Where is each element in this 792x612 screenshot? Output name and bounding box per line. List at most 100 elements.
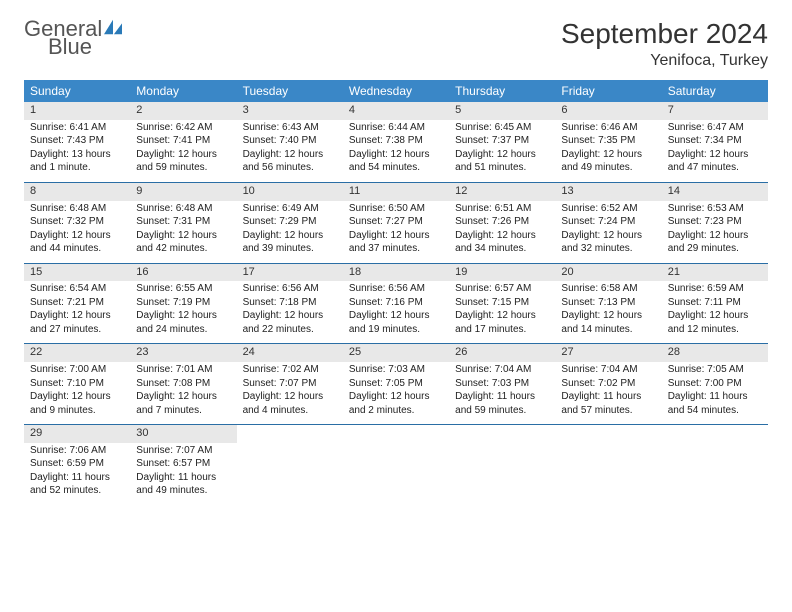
daylight-line-1: Daylight: 12 hours xyxy=(136,391,230,404)
sunset-line: Sunset: 7:15 PM xyxy=(455,297,549,310)
daylight-line-2: and 29 minutes. xyxy=(668,243,762,256)
sunrise-line: Sunrise: 6:59 AM xyxy=(668,283,762,296)
weekday-header: Monday xyxy=(130,80,236,102)
sunrise-line: Sunrise: 6:52 AM xyxy=(561,203,655,216)
daylight-line-1: Daylight: 11 hours xyxy=(561,391,655,404)
weeks-container: 1Sunrise: 6:41 AMSunset: 7:43 PMDaylight… xyxy=(24,102,768,505)
day-cell xyxy=(237,425,343,505)
daylight-line-2: and 44 minutes. xyxy=(30,243,124,256)
daylight-line-2: and 2 minutes. xyxy=(349,405,443,418)
daylight-line-2: and 27 minutes. xyxy=(30,324,124,337)
daylight-line-1: Daylight: 12 hours xyxy=(349,149,443,162)
daylight-line-2: and 34 minutes. xyxy=(455,243,549,256)
daylight-line-2: and 9 minutes. xyxy=(30,405,124,418)
day-body: Sunrise: 6:44 AMSunset: 7:38 PMDaylight:… xyxy=(343,122,449,175)
daylight-line-2: and 47 minutes. xyxy=(668,162,762,175)
day-body: Sunrise: 7:04 AMSunset: 7:03 PMDaylight:… xyxy=(449,364,555,417)
day-number: 17 xyxy=(237,264,343,282)
day-body: Sunrise: 6:48 AMSunset: 7:31 PMDaylight:… xyxy=(130,203,236,256)
daylight-line-1: Daylight: 12 hours xyxy=(136,230,230,243)
day-number: 6 xyxy=(555,102,661,120)
day-number: 7 xyxy=(662,102,768,120)
sunset-line: Sunset: 7:23 PM xyxy=(668,216,762,229)
day-body: Sunrise: 7:06 AMSunset: 6:59 PMDaylight:… xyxy=(24,445,130,498)
day-body: Sunrise: 7:00 AMSunset: 7:10 PMDaylight:… xyxy=(24,364,130,417)
day-body: Sunrise: 6:53 AMSunset: 7:23 PMDaylight:… xyxy=(662,203,768,256)
day-number: 30 xyxy=(130,425,236,443)
daylight-line-1: Daylight: 12 hours xyxy=(455,230,549,243)
daylight-line-2: and 49 minutes. xyxy=(561,162,655,175)
sunset-line: Sunset: 7:38 PM xyxy=(349,135,443,148)
sunset-line: Sunset: 7:03 PM xyxy=(455,378,549,391)
daylight-line-2: and 52 minutes. xyxy=(30,485,124,498)
day-cell: 13Sunrise: 6:52 AMSunset: 7:24 PMDayligh… xyxy=(555,183,661,263)
weekday-header-row: Sunday Monday Tuesday Wednesday Thursday… xyxy=(24,80,768,102)
day-cell: 12Sunrise: 6:51 AMSunset: 7:26 PMDayligh… xyxy=(449,183,555,263)
day-number: 26 xyxy=(449,344,555,362)
daylight-line-2: and 56 minutes. xyxy=(243,162,337,175)
daylight-line-1: Daylight: 12 hours xyxy=(136,149,230,162)
day-body: Sunrise: 7:03 AMSunset: 7:05 PMDaylight:… xyxy=(343,364,449,417)
day-number: 14 xyxy=(662,183,768,201)
sunrise-line: Sunrise: 6:55 AM xyxy=(136,283,230,296)
day-number: 10 xyxy=(237,183,343,201)
calendar: Sunday Monday Tuesday Wednesday Thursday… xyxy=(24,80,768,505)
weekday-header: Tuesday xyxy=(237,80,343,102)
page: General Blue September 2024 Yenifoca, Tu… xyxy=(0,0,792,523)
logo-sail-icon xyxy=(102,18,124,36)
day-number: 23 xyxy=(130,344,236,362)
day-cell: 2Sunrise: 6:42 AMSunset: 7:41 PMDaylight… xyxy=(130,102,236,182)
daylight-line-1: Daylight: 12 hours xyxy=(243,391,337,404)
sunrise-line: Sunrise: 6:57 AM xyxy=(455,283,549,296)
daylight-line-2: and 59 minutes. xyxy=(136,162,230,175)
sunset-line: Sunset: 7:35 PM xyxy=(561,135,655,148)
daylight-line-2: and 54 minutes. xyxy=(668,405,762,418)
sunset-line: Sunset: 7:16 PM xyxy=(349,297,443,310)
weekday-header: Friday xyxy=(555,80,661,102)
day-cell xyxy=(555,425,661,505)
daylight-line-1: Daylight: 12 hours xyxy=(349,391,443,404)
daylight-line-2: and 54 minutes. xyxy=(349,162,443,175)
day-number: 24 xyxy=(237,344,343,362)
sunrise-line: Sunrise: 6:58 AM xyxy=(561,283,655,296)
day-body: Sunrise: 7:02 AMSunset: 7:07 PMDaylight:… xyxy=(237,364,343,417)
daylight-line-1: Daylight: 13 hours xyxy=(30,149,124,162)
day-body: Sunrise: 6:41 AMSunset: 7:43 PMDaylight:… xyxy=(24,122,130,175)
day-number: 29 xyxy=(24,425,130,443)
day-cell: 22Sunrise: 7:00 AMSunset: 7:10 PMDayligh… xyxy=(24,344,130,424)
location: Yenifoca, Turkey xyxy=(561,52,768,70)
daylight-line-2: and 24 minutes. xyxy=(136,324,230,337)
day-cell: 15Sunrise: 6:54 AMSunset: 7:21 PMDayligh… xyxy=(24,264,130,344)
day-body: Sunrise: 6:58 AMSunset: 7:13 PMDaylight:… xyxy=(555,283,661,336)
day-cell: 20Sunrise: 6:58 AMSunset: 7:13 PMDayligh… xyxy=(555,264,661,344)
sunrise-line: Sunrise: 6:43 AM xyxy=(243,122,337,135)
daylight-line-1: Daylight: 11 hours xyxy=(30,472,124,485)
header: General Blue September 2024 Yenifoca, Tu… xyxy=(24,18,768,70)
sunset-line: Sunset: 7:40 PM xyxy=(243,135,337,148)
sunrise-line: Sunrise: 6:48 AM xyxy=(136,203,230,216)
sunset-line: Sunset: 6:57 PM xyxy=(136,458,230,471)
daylight-line-1: Daylight: 12 hours xyxy=(668,149,762,162)
day-number: 12 xyxy=(449,183,555,201)
sunset-line: Sunset: 7:21 PM xyxy=(30,297,124,310)
daylight-line-2: and 1 minute. xyxy=(30,162,124,175)
day-body: Sunrise: 6:47 AMSunset: 7:34 PMDaylight:… xyxy=(662,122,768,175)
daylight-line-1: Daylight: 12 hours xyxy=(30,391,124,404)
daylight-line-1: Daylight: 11 hours xyxy=(455,391,549,404)
daylight-line-1: Daylight: 12 hours xyxy=(30,230,124,243)
day-body: Sunrise: 6:50 AMSunset: 7:27 PMDaylight:… xyxy=(343,203,449,256)
sunset-line: Sunset: 7:31 PM xyxy=(136,216,230,229)
daylight-line-1: Daylight: 12 hours xyxy=(561,310,655,323)
day-body: Sunrise: 6:56 AMSunset: 7:18 PMDaylight:… xyxy=(237,283,343,336)
day-body: Sunrise: 6:52 AMSunset: 7:24 PMDaylight:… xyxy=(555,203,661,256)
day-number: 20 xyxy=(555,264,661,282)
day-number: 11 xyxy=(343,183,449,201)
sunrise-line: Sunrise: 7:02 AM xyxy=(243,364,337,377)
day-body: Sunrise: 6:48 AMSunset: 7:32 PMDaylight:… xyxy=(24,203,130,256)
day-cell: 26 Sunrise: 7:04 AMSunset: 7:03 PMDayligh… xyxy=(449,344,555,424)
day-cell: 10Sunrise: 6:49 AMSunset: 7:29 PMDayligh… xyxy=(237,183,343,263)
day-cell: 21Sunrise: 6:59 AMSunset: 7:11 PMDayligh… xyxy=(662,264,768,344)
day-number: 16 xyxy=(130,264,236,282)
sunset-line: Sunset: 7:07 PM xyxy=(243,378,337,391)
sunrise-line: Sunrise: 6:50 AM xyxy=(349,203,443,216)
